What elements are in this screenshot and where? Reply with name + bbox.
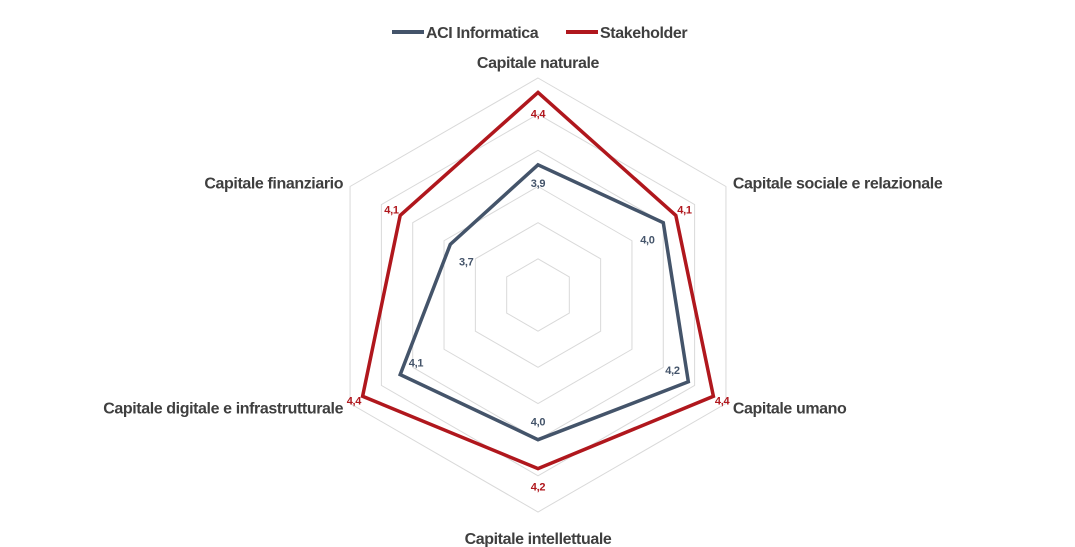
data-label-stakeholder: 4,1: [677, 204, 692, 216]
data-label-aci-informatica: 4,1: [409, 358, 424, 370]
series-line-aci-informatica: [397, 162, 691, 442]
axis-label-capitale-naturale: Capitale naturale: [477, 55, 600, 72]
legend-label-aci-informatica: ACI Informatica: [426, 25, 539, 42]
radar-grid: [349, 77, 727, 513]
data-label-stakeholder: 4,4: [347, 395, 363, 407]
axis-label-capitale-intellettuale: Capitale intellettuale: [465, 531, 612, 547]
grid-ring: [412, 149, 664, 441]
grid-ring: [380, 113, 696, 477]
series-line-stakeholder: [360, 90, 716, 471]
data-label-stakeholder: 4,4: [531, 109, 547, 121]
data-label-stakeholder: 4,1: [384, 204, 399, 216]
axis-label-capitale-sociale-e-relazionale: Capitale sociale e relazionale: [733, 176, 943, 193]
axis-label-capitale-umano: Capitale umano: [733, 401, 847, 418]
legend-label-stakeholder: Stakeholder: [600, 25, 687, 42]
data-label-stakeholder: 4,4: [715, 395, 731, 407]
grid-ring: [474, 222, 602, 368]
axis-labels: Capitale naturale Capitale sociale e rela…: [103, 55, 943, 547]
data-label-stakeholder: 4,2: [531, 482, 546, 494]
axis-label-capitale-finanziario: Capitale finanziario: [204, 176, 343, 193]
data-label-aci-informatica: 4,0: [640, 235, 655, 247]
grid-ring: [506, 258, 570, 332]
data-labels: 3,9 4,4 4,0 4,1 4,2 4,4 4,0 4,2 4,1 4,4 3,7 4,1: [347, 109, 731, 494]
data-label-aci-informatica: 3,9: [531, 178, 546, 190]
grid-ring: [349, 77, 727, 513]
data-label-aci-informatica: 4,0: [531, 417, 546, 429]
axis-label-capitale-digitale-e-infrastrutturale: Capitale digitale e infrastrutturale: [103, 401, 343, 418]
data-label-aci-informatica: 3,7: [459, 256, 474, 268]
data-label-aci-informatica: 4,2: [665, 365, 680, 377]
legend: ACI Informatica Stakeholder: [392, 25, 688, 42]
grid-ring: [443, 185, 633, 405]
radar-series: [360, 90, 716, 471]
